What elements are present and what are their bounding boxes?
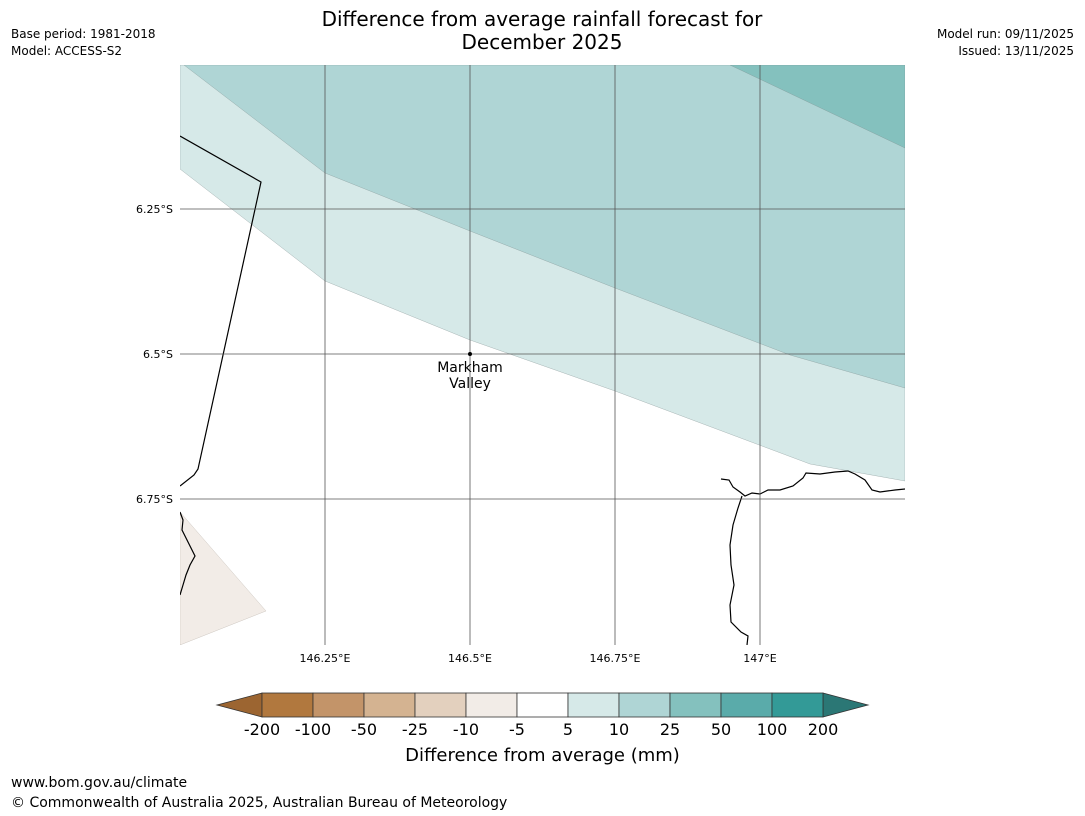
colorbar-segment <box>771 692 824 718</box>
colorbar-tick-label: -100 <box>294 720 332 739</box>
colorbar-tick-label: 50 <box>710 720 732 739</box>
colorbar-tick-label: 5 <box>562 720 574 739</box>
title-line-1: Difference from average rainfall forecas… <box>321 7 763 31</box>
base-period: Base period: 1981-2018 <box>11 27 156 41</box>
footer-url[interactable]: www.bom.gov.au/climate <box>11 775 188 791</box>
colorbar-title: Difference from average (mm) <box>405 745 680 766</box>
colorbar-extend-high <box>822 692 870 718</box>
graticule <box>180 65 905 645</box>
lon-label-147: 147°E <box>743 652 776 665</box>
colorbar-segment <box>363 692 416 718</box>
colorbar-segment <box>414 692 467 718</box>
colorbar-tick-label: 200 <box>807 720 839 739</box>
colorbar-segment <box>516 692 569 718</box>
model-run-date: Model run: 09/11/2025 <box>936 27 1074 41</box>
lon-label-146-25: 146.25°E <box>300 652 351 665</box>
colorbar-segment <box>669 692 722 718</box>
lon-label-146-5: 146.5°E <box>448 652 492 665</box>
title-line-2: December 2025 <box>461 30 623 54</box>
colorbar-tick-label: -5 <box>509 720 525 739</box>
colorbar-tick-label: -10 <box>452 720 480 739</box>
issued-date: Issued: 13/11/2025 <box>958 44 1074 58</box>
coastline-east <box>720 470 905 645</box>
colorbar-tick-label: -50 <box>350 720 378 739</box>
model-name: Model: ACCESS-S2 <box>11 44 123 58</box>
colorbar-segment <box>312 692 365 718</box>
colorbar-tick-label: 100 <box>756 720 788 739</box>
colorbar-segment <box>261 692 314 718</box>
run-info: Model run: 09/11/2025 Issued: 13/11/2025 <box>937 26 1074 60</box>
colorbar-segment <box>618 692 671 718</box>
lon-label-146-75: 146.75°E <box>590 652 641 665</box>
lat-label-6-75: 6.75°S <box>136 493 173 506</box>
colorbar-segment <box>720 692 773 718</box>
anomaly-band-10-25 <box>183 65 905 389</box>
colorbar-segment <box>567 692 620 718</box>
colorbar-tick-label: 10 <box>608 720 630 739</box>
colorbar-segment <box>465 692 518 718</box>
chart-title: Difference from average rainfall forecas… <box>242 8 842 54</box>
lat-label-6-5: 6.5°S <box>143 348 173 361</box>
colorbar-extend-low <box>215 692 263 718</box>
model-info: Base period: 1981-2018 Model: ACCESS-S2 <box>11 26 156 60</box>
coastline-west <box>180 511 196 596</box>
colorbar-tick-label: 25 <box>659 720 681 739</box>
footer-copyright: © Commonwealth of Australia 2025, Austra… <box>11 795 508 811</box>
place-label-line-2: Valley <box>449 376 491 392</box>
place-label-line-1: Markham <box>437 360 503 376</box>
colorbar-tick-label: -200 <box>243 720 281 739</box>
anomaly-band-minus10-minus5 <box>180 511 267 645</box>
border-line <box>180 135 262 487</box>
lat-label-6-25: 6.25°S <box>136 203 173 216</box>
markham-valley-marker[interactable] <box>468 352 472 356</box>
colorbar <box>215 692 870 718</box>
anomaly-band-25-50 <box>729 65 905 149</box>
colorbar-tick-label: -25 <box>401 720 429 739</box>
